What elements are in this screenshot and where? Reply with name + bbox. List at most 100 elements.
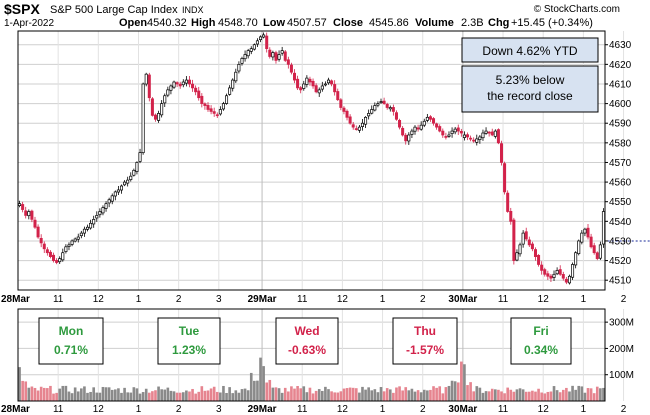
price-tick-label: 4550 bbox=[609, 197, 632, 208]
volume-bar bbox=[392, 392, 395, 401]
volume-bar bbox=[290, 386, 293, 401]
volume-bar bbox=[339, 391, 343, 401]
candle-body bbox=[496, 129, 500, 144]
volume-bar bbox=[327, 389, 330, 401]
volume-bar bbox=[265, 382, 269, 401]
volume-bar bbox=[571, 385, 574, 401]
volume-bar bbox=[521, 389, 525, 401]
candle-body bbox=[373, 105, 377, 111]
volume-bar bbox=[364, 389, 367, 401]
volume-bar bbox=[194, 393, 197, 401]
candle-body bbox=[401, 127, 405, 136]
candle-body bbox=[147, 74, 151, 99]
candle-body bbox=[33, 219, 37, 228]
candle-body bbox=[320, 85, 324, 90]
candle-body bbox=[311, 80, 315, 87]
volume-bars bbox=[18, 357, 605, 401]
day-box-frame bbox=[510, 317, 572, 365]
candle-body bbox=[367, 113, 371, 117]
candle-body bbox=[419, 124, 423, 130]
volume-bar bbox=[444, 387, 448, 401]
candle-body bbox=[354, 128, 358, 130]
volume-bar bbox=[416, 390, 420, 401]
candle-body bbox=[413, 126, 417, 132]
volume-bar bbox=[262, 366, 265, 401]
candle-body bbox=[530, 243, 534, 250]
candle-body bbox=[484, 130, 488, 134]
volume-bar bbox=[540, 392, 543, 401]
volume-bar bbox=[592, 393, 596, 401]
candle-body bbox=[308, 78, 312, 83]
record-box bbox=[461, 65, 599, 113]
volume-bar bbox=[144, 388, 148, 401]
volume-bar bbox=[240, 389, 244, 401]
volume-bar bbox=[178, 392, 182, 401]
ytd-annotation: Down 4.62% YTD bbox=[461, 37, 599, 63]
volume-bar bbox=[61, 385, 65, 401]
volume-bar bbox=[76, 391, 80, 401]
volume-bar bbox=[197, 391, 201, 401]
candle-body bbox=[533, 249, 537, 257]
candle-body bbox=[398, 119, 402, 128]
volume-bar bbox=[89, 391, 92, 401]
candle-body bbox=[422, 120, 426, 126]
volume-panel-frame bbox=[17, 308, 606, 402]
volume-bar bbox=[293, 388, 296, 401]
candle-body bbox=[89, 222, 93, 229]
candle-body bbox=[552, 273, 556, 278]
candle-body bbox=[481, 132, 485, 139]
candle-body bbox=[394, 112, 398, 120]
candle-body bbox=[564, 278, 568, 283]
time-tick-label: 29Mar bbox=[248, 404, 277, 415]
price-tick-label: 4530 bbox=[609, 236, 632, 247]
volume-bar bbox=[98, 392, 102, 401]
volume-bar bbox=[410, 388, 414, 401]
volume-bar bbox=[447, 385, 451, 401]
volume-bar bbox=[398, 386, 401, 401]
volume-bar bbox=[36, 390, 40, 401]
volume-bar bbox=[432, 386, 435, 401]
time-tick-label: 29Mar bbox=[248, 294, 277, 305]
candle-body bbox=[277, 54, 281, 60]
candle-body bbox=[515, 252, 519, 261]
volume-bar bbox=[237, 392, 241, 401]
candle-body bbox=[209, 108, 213, 112]
volume-bar bbox=[574, 389, 577, 401]
candle-body bbox=[435, 123, 439, 128]
volume-bar bbox=[354, 388, 358, 401]
volume-bar bbox=[120, 392, 123, 401]
volume-bar bbox=[370, 390, 374, 401]
volume-bar bbox=[64, 385, 68, 401]
volume-bar bbox=[586, 388, 590, 401]
high-label: High bbox=[191, 17, 216, 29]
time-tick-label: 2 bbox=[621, 404, 627, 415]
volume-bar bbox=[175, 392, 179, 401]
day-box-frame bbox=[392, 317, 458, 365]
candle-body bbox=[342, 107, 346, 112]
volume-bar bbox=[456, 382, 460, 401]
volume-bar bbox=[472, 391, 476, 401]
volume-bar bbox=[219, 392, 222, 401]
candle-body bbox=[521, 232, 525, 245]
time-tick-label: 12 bbox=[337, 404, 349, 415]
candle-body bbox=[487, 131, 491, 134]
volume-bar bbox=[256, 380, 259, 401]
candle-body bbox=[574, 252, 578, 266]
day-box-thu: Thu -1.57% bbox=[392, 317, 458, 365]
candle-body bbox=[348, 116, 352, 124]
candle-body bbox=[438, 126, 442, 132]
candle-body bbox=[469, 137, 473, 140]
candle-body bbox=[141, 83, 145, 154]
time-tick-label: 12 bbox=[93, 404, 105, 415]
candle-body bbox=[333, 84, 337, 93]
candle-body bbox=[404, 134, 408, 142]
volume-bar bbox=[429, 389, 432, 401]
date-label: 1-Apr-2022 bbox=[4, 18, 54, 29]
volume-bar bbox=[107, 387, 111, 401]
time-tick-label: 11 bbox=[53, 404, 64, 415]
time-tick-label: 12 bbox=[538, 404, 550, 415]
time-tick-label: 1 bbox=[380, 294, 386, 305]
candle-body bbox=[299, 87, 303, 91]
volume-bar bbox=[549, 391, 553, 401]
volume-bar bbox=[441, 393, 445, 401]
